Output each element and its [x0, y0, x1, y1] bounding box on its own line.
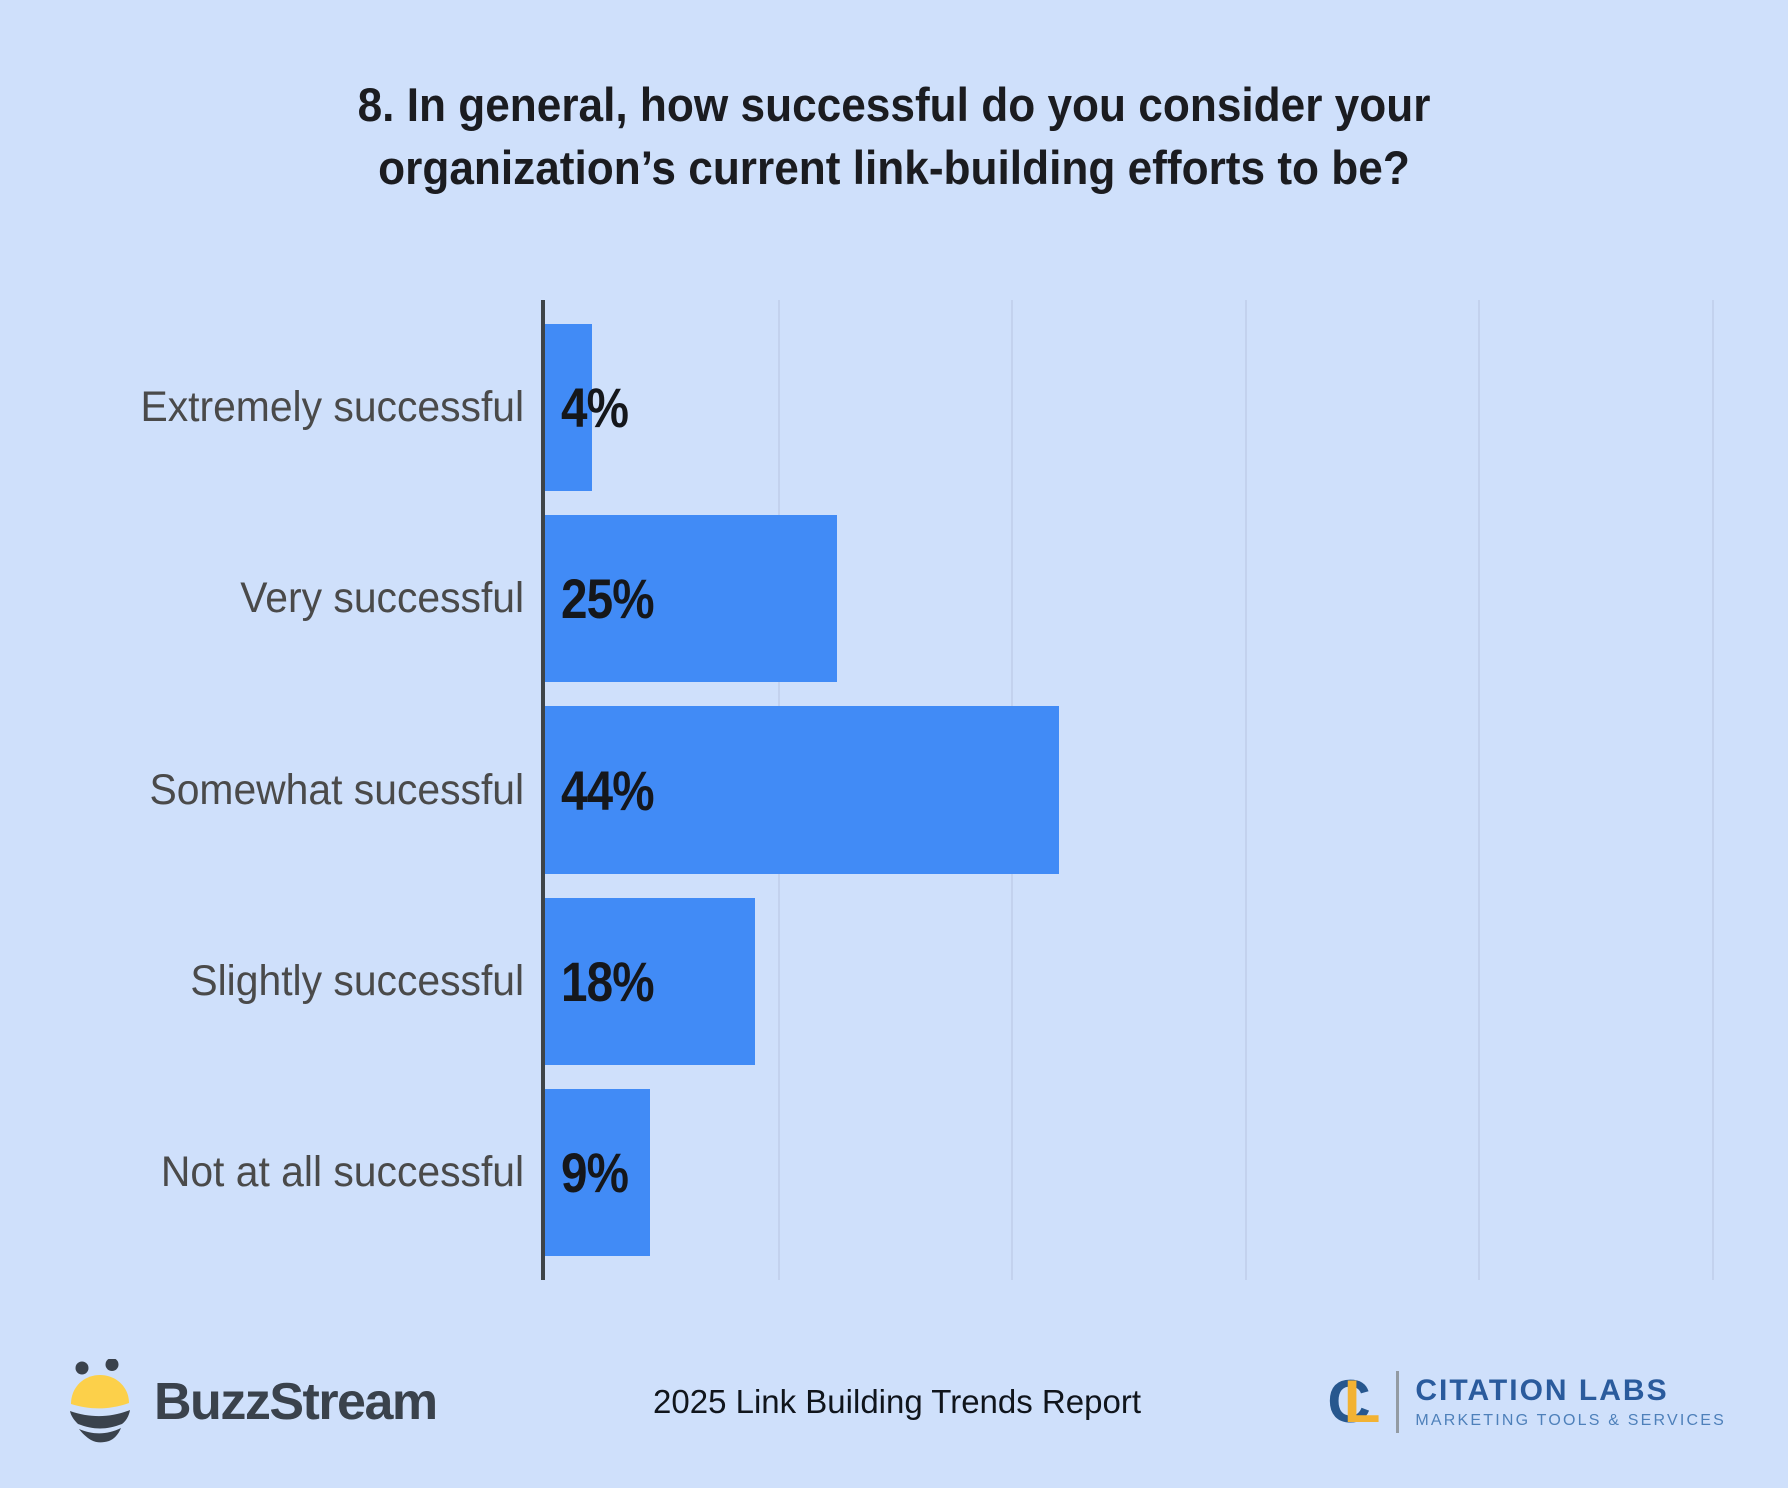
chart-title-line2: organization’s current link-building eff…	[378, 140, 1410, 194]
gridline-100	[1712, 300, 1714, 1280]
value-label: 4%	[561, 376, 629, 440]
value-label: 44%	[561, 758, 655, 822]
value-label: 9%	[561, 1140, 629, 1204]
bar-track: 18%	[545, 897, 1713, 1065]
bar-rows: Extremely successful 4% Very successful …	[0, 300, 1713, 1280]
buzzstream-logo: BuzzStream	[68, 1359, 438, 1445]
gridline-80	[1478, 300, 1481, 1280]
bar	[545, 1088, 651, 1257]
citation-labs-tagline: MARKETING TOOLS & SERVICES	[1415, 1412, 1726, 1429]
gridline-60	[1244, 300, 1247, 1280]
bar-chart: Extremely successful 4% Very successful …	[0, 300, 1788, 1280]
citation-labs-logo: C L CITATION LABS MARKETING TOOLS & SERV…	[1327, 1371, 1726, 1433]
y-axis-line	[541, 300, 545, 1280]
category-label: Somewhat sucessful	[149, 765, 525, 814]
monogram-c: C	[1327, 1368, 1371, 1435]
logo-divider	[1396, 1371, 1400, 1433]
value-label: 18%	[561, 949, 655, 1013]
bar-row: Extremely successful 4%	[0, 324, 1713, 492]
bar-row: Very successful 25%	[0, 515, 1713, 683]
bar	[545, 706, 1059, 874]
category-label: Very successful	[240, 574, 525, 623]
bar-track: 44%	[545, 706, 1713, 874]
buzzstream-wordmark: BuzzStream	[154, 1373, 438, 1431]
bar	[545, 515, 837, 683]
citation-labs-monogram: C L	[1327, 1372, 1380, 1432]
bar	[545, 324, 592, 492]
category-label: Slightly successful	[190, 956, 525, 1005]
chart-title-line1: 8. In general, how successful do you con…	[357, 78, 1431, 131]
bar-track: 25%	[545, 515, 1713, 683]
category-label: Not at all successful	[160, 1147, 525, 1196]
bar	[545, 897, 756, 1065]
report-title: 2025 Link Building Trends Report	[653, 1383, 1141, 1420]
value-label: 25%	[561, 567, 655, 631]
category-label: Extremely successful	[140, 383, 525, 432]
citation-labs-text: CITATION LABS MARKETING TOOLS & SERVICES	[1415, 1374, 1726, 1430]
bar-row: Slightly successful 18%	[0, 897, 1713, 1065]
citation-labs-name: CITATION LABS	[1415, 1374, 1669, 1407]
bar-row: Not at all successful 9%	[0, 1088, 1713, 1257]
monogram-l: L	[1343, 1368, 1381, 1435]
chart-title: 8. In general, how successful do you con…	[54, 74, 1735, 200]
bar-track: 4%	[545, 324, 1713, 492]
bar-track: 9%	[545, 1088, 1713, 1257]
bee-icon	[70, 1359, 130, 1443]
bar-row: Somewhat sucessful 44%	[0, 706, 1713, 874]
footer: BuzzStream 2025 Link Building Trends Rep…	[68, 1352, 1726, 1452]
